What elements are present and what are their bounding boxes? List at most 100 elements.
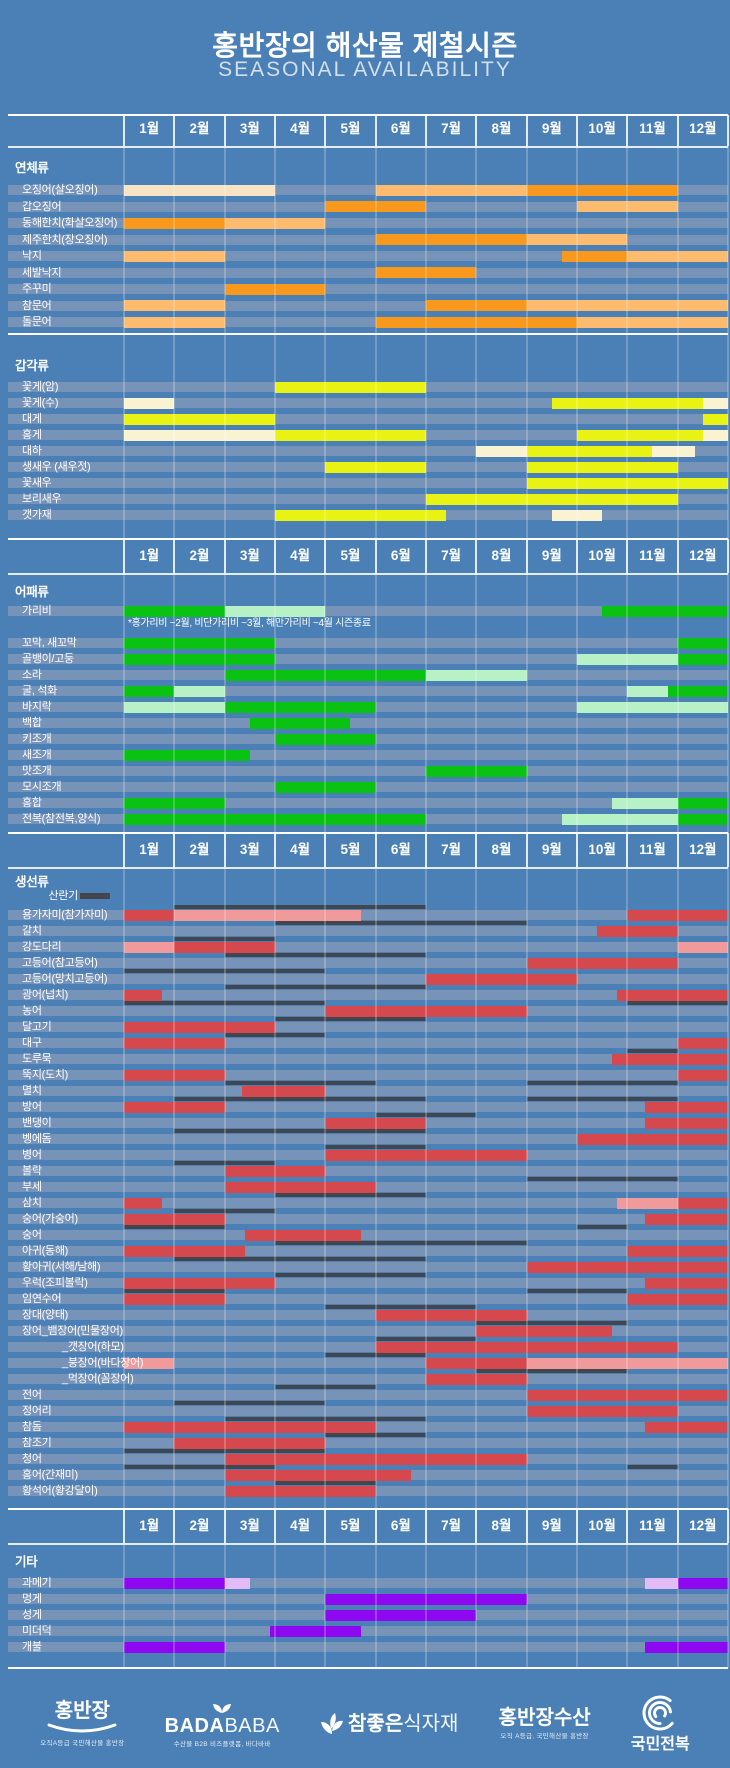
season-bar [124, 429, 275, 441]
spawn-bar [224, 1081, 376, 1085]
column-divider [676, 539, 679, 573]
row-label: 삼치 [22, 1197, 42, 1209]
row-band [8, 267, 728, 278]
column-divider [726, 539, 729, 573]
season-bar [375, 316, 577, 328]
row-label: 병어 [22, 1149, 42, 1161]
column-divider [626, 539, 629, 573]
season-bar [702, 397, 728, 409]
month-label: 9월 [541, 121, 562, 136]
column-divider [626, 833, 629, 867]
month-label: 2월 [189, 548, 210, 563]
row-label: 세발낙지 [22, 266, 62, 279]
table-row [0, 632, 730, 649]
sprout-icon [213, 1704, 232, 1713]
column-divider [424, 833, 427, 867]
column-divider [223, 1509, 226, 1543]
row-label: 우럭(조피볼락) [22, 1277, 88, 1289]
column-divider [123, 1509, 125, 1543]
table-row [0, 776, 730, 793]
table-row [0, 1464, 730, 1481]
season-bar [224, 1165, 326, 1177]
row-label: 키조개 [22, 733, 52, 745]
row-label: 꽃게(수) [22, 397, 59, 409]
season-bar [224, 605, 326, 617]
month-label: 1월 [139, 1518, 160, 1533]
row-label: 대구 [22, 1037, 42, 1049]
row-band [8, 718, 728, 728]
row-label: 부세 [22, 1181, 42, 1193]
logo-badababa-bold: BADA [164, 1715, 225, 1737]
spawn-bar [274, 1481, 376, 1485]
season-bar [667, 685, 728, 697]
season-bar [677, 1037, 728, 1049]
column-divider [123, 115, 125, 1668]
spawn-bar [526, 1177, 678, 1181]
table-row [0, 1176, 730, 1193]
row-band [8, 974, 728, 984]
season-bar [124, 1213, 225, 1225]
month-label: 3월 [239, 1518, 260, 1533]
table-row [0, 1368, 730, 1385]
column-divider [324, 115, 327, 146]
season-bar [612, 1053, 728, 1065]
column-divider [726, 115, 729, 1668]
season-bar [375, 1341, 678, 1353]
month-label: 12월 [689, 121, 717, 136]
logo-hongbanjang-text: 홍반장 [54, 1700, 110, 1722]
separator-line [8, 1543, 728, 1545]
season-bar [124, 1037, 225, 1049]
row-band [8, 1326, 728, 1336]
season-bar [124, 300, 225, 311]
month-label: 3월 [239, 121, 260, 136]
row-label: 고등어(참고등어) [22, 957, 98, 969]
season-bar [124, 941, 175, 953]
row-label: 갯가재 [22, 509, 52, 521]
table-row [0, 1432, 730, 1449]
season-bar [526, 477, 728, 489]
season-bar [124, 184, 275, 196]
column-divider [424, 539, 427, 573]
table-row [0, 392, 730, 409]
row-label: 밴댕이 [22, 1117, 52, 1129]
column-divider [676, 115, 679, 1668]
spawn-bar [174, 937, 275, 941]
season-bar [124, 413, 275, 425]
column-divider [525, 115, 528, 1668]
spawn-bar [124, 1465, 275, 1469]
column-divider [575, 1509, 578, 1543]
season-bar [425, 493, 678, 505]
column-divider [273, 115, 276, 1668]
spawn-bar [375, 1337, 477, 1341]
spawn-bar [576, 1225, 628, 1229]
row-band [8, 1294, 728, 1304]
row-label: 청어 [22, 1453, 42, 1465]
table-row [0, 792, 730, 809]
season-bar [644, 1641, 728, 1653]
row-label: 참돔 [22, 1421, 42, 1433]
separator-line [8, 333, 728, 335]
logo-hongbanjang-susan: 홍반장수산 오직 A등급, 국민해산물 홍반장 [499, 1708, 591, 1740]
season-bar [224, 1469, 411, 1481]
season-bar [249, 717, 351, 729]
season-bar [526, 184, 678, 196]
season-bar [526, 1405, 678, 1417]
row-label: 소라 [22, 669, 42, 681]
month-label: 12월 [689, 842, 717, 857]
row-label: 황석어(황강달이) [22, 1485, 98, 1497]
column-divider [173, 115, 176, 1668]
leaf-icon [321, 1713, 344, 1734]
row-label: 전어 [22, 1389, 42, 1401]
row-label: 정어리 [22, 1405, 52, 1417]
row-label: 뚝지(도치) [22, 1069, 69, 1081]
month-label: 2월 [189, 1518, 210, 1533]
row-label: 개불 [22, 1641, 42, 1653]
month-label: 9월 [541, 842, 562, 857]
season-bar [375, 184, 527, 196]
season-bar [375, 234, 527, 245]
month-label: 1월 [139, 548, 160, 563]
season-bar [124, 1245, 245, 1257]
table-row [0, 1000, 730, 1017]
month-label: 6월 [390, 121, 411, 136]
row-label: 아귀(동해) [22, 1245, 69, 1257]
